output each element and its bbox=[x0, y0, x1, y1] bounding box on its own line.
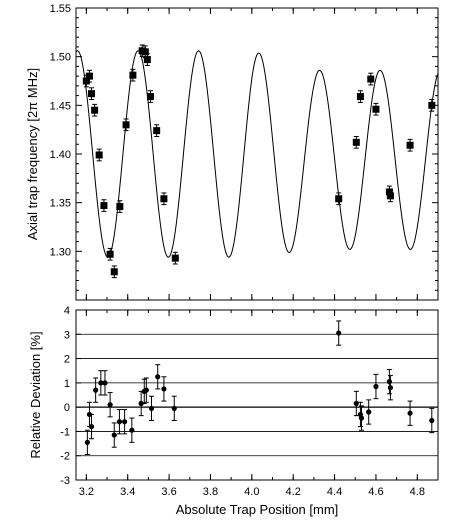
fit-curve bbox=[75, 50, 439, 258]
top-y-ticks: 1.30 1.35 1.40 1.45 1.50 1.55 bbox=[50, 3, 438, 258]
data-point-square bbox=[406, 141, 414, 149]
data-point-square bbox=[428, 101, 436, 109]
x-tick-label: 3.4 bbox=[120, 486, 135, 498]
top-panel: 1.30 1.35 1.40 1.45 1.50 1.55 Axial trap freq… bbox=[25, 3, 439, 301]
data-point-circle bbox=[373, 383, 379, 390]
data-point-circle bbox=[336, 330, 342, 336]
data-point-square bbox=[153, 127, 161, 135]
y-tick-label: 4 bbox=[64, 305, 70, 317]
bottom-plot-frame bbox=[75, 309, 439, 481]
data-point-square bbox=[160, 195, 168, 203]
data-point-square bbox=[82, 77, 90, 85]
data-point-square bbox=[367, 75, 375, 83]
bottom-gridlines bbox=[76, 333, 438, 457]
data-point-square bbox=[91, 106, 99, 114]
x-tick-label: 4.8 bbox=[410, 486, 425, 498]
data-point-square bbox=[141, 48, 149, 56]
data-point-square bbox=[88, 90, 96, 98]
data-point-circle bbox=[102, 380, 108, 386]
top-minor-ticks bbox=[76, 17, 438, 291]
top-y-axis-label: Axial trap frequency [2π MHz] bbox=[25, 68, 40, 240]
x-tick-label: 3.2 bbox=[79, 486, 94, 498]
y-tick-label: 3 bbox=[64, 329, 70, 341]
x-tick-label: 4.0 bbox=[244, 486, 259, 498]
top-x-ticks bbox=[85, 8, 418, 300]
data-point-circle bbox=[366, 409, 372, 415]
data-point-square bbox=[335, 195, 343, 203]
y-tick-label: 1.50 bbox=[50, 52, 71, 64]
bottom-data-points bbox=[84, 320, 435, 455]
data-point-square bbox=[372, 105, 380, 113]
data-point-circle bbox=[387, 385, 394, 391]
data-point-circle bbox=[129, 427, 135, 433]
top-plot-frame bbox=[75, 7, 439, 301]
x-tick-label: 3.8 bbox=[203, 486, 218, 498]
data-point-circle bbox=[386, 379, 392, 385]
data-point-square bbox=[386, 192, 394, 200]
bottom-y-axis-label: Relative Deviation [%] bbox=[28, 331, 43, 458]
y-tick-label: 1.45 bbox=[50, 100, 71, 112]
data-point-circle bbox=[84, 439, 90, 445]
data-point-square bbox=[110, 268, 118, 276]
data-point-square bbox=[171, 254, 179, 262]
data-point-square bbox=[129, 71, 137, 79]
data-point-square bbox=[146, 93, 154, 101]
x-axis-label: Absolute Trap Position [mm] bbox=[176, 502, 339, 517]
data-point-circle bbox=[98, 380, 104, 386]
data-point-circle bbox=[161, 386, 167, 392]
data-point-circle bbox=[407, 410, 413, 416]
y-tick-label: -1 bbox=[60, 426, 70, 438]
data-point-square bbox=[95, 151, 103, 159]
data-point-square bbox=[352, 138, 360, 146]
data-point-circle bbox=[111, 432, 117, 438]
bottom-x-ticks: 3.2 3.4 3.6 3.8 4.0 4.2 4.4 4.6 4.8 bbox=[79, 310, 425, 498]
y-tick-label: 1 bbox=[64, 378, 70, 390]
x-tick-label: 3.6 bbox=[161, 486, 176, 498]
data-point-circle bbox=[143, 387, 149, 393]
y-tick-label: 1.40 bbox=[50, 149, 71, 161]
x-tick-label: 4.2 bbox=[286, 486, 301, 498]
data-point-square bbox=[85, 72, 93, 80]
data-point-square bbox=[356, 93, 364, 101]
data-point-circle bbox=[122, 419, 128, 425]
data-point-circle bbox=[138, 400, 144, 407]
y-tick-label: 1.35 bbox=[50, 198, 71, 210]
y-tick-label: 0 bbox=[64, 402, 70, 414]
data-point-square bbox=[116, 203, 124, 211]
top-data-points bbox=[82, 44, 436, 279]
y-tick-label: 2 bbox=[64, 354, 70, 366]
data-point-circle bbox=[171, 405, 177, 411]
x-tick-label: 4.6 bbox=[368, 486, 383, 498]
data-point-circle bbox=[353, 400, 359, 407]
data-point-square bbox=[385, 188, 393, 196]
data-point-square bbox=[122, 121, 130, 129]
data-point-circle bbox=[116, 419, 123, 425]
x-tick-label: 4.4 bbox=[327, 486, 342, 498]
data-point-circle bbox=[107, 402, 113, 408]
data-point-circle bbox=[429, 417, 435, 424]
data-point-circle bbox=[358, 415, 365, 421]
y-tick-label: -2 bbox=[60, 451, 70, 463]
data-point-circle bbox=[155, 374, 161, 380]
bottom-y-ticks: -3 -2 -1 0 1 2 3 4 bbox=[60, 305, 81, 487]
y-tick-label: 1.30 bbox=[50, 246, 71, 258]
data-point-circle bbox=[88, 423, 95, 430]
data-point-circle bbox=[148, 405, 155, 411]
y-tick-label: 1.55 bbox=[50, 3, 71, 15]
data-point-square bbox=[143, 56, 151, 64]
data-point-square bbox=[106, 250, 114, 258]
data-point-square bbox=[100, 202, 108, 210]
y-tick-label: -3 bbox=[60, 475, 70, 487]
data-point-circle bbox=[93, 387, 99, 393]
